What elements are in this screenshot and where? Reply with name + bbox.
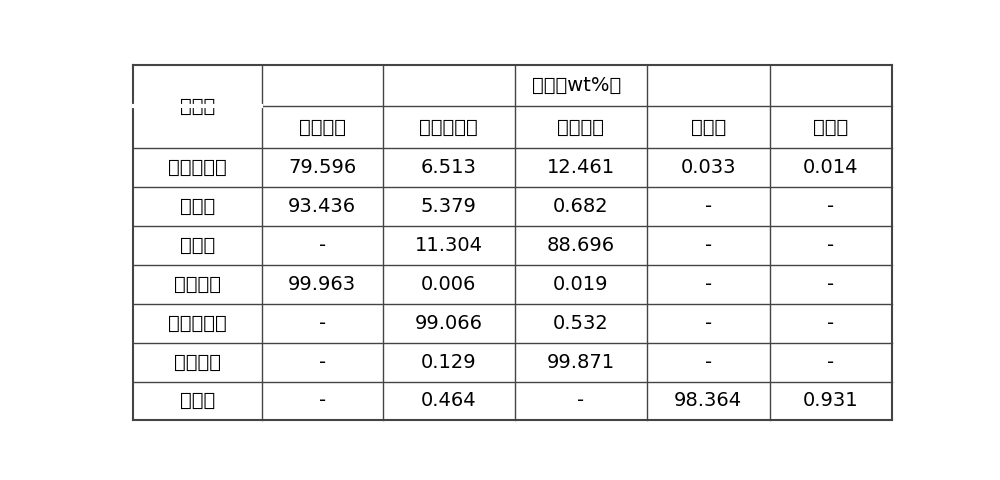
Text: 六氯丁二烯: 六氯丁二烯 bbox=[168, 314, 227, 333]
Text: 0.014: 0.014 bbox=[803, 158, 859, 177]
Text: -: - bbox=[705, 353, 712, 372]
Text: 6.513: 6.513 bbox=[421, 158, 477, 177]
Text: 副产高沸物: 副产高沸物 bbox=[168, 158, 227, 177]
Text: -: - bbox=[319, 391, 326, 410]
Text: 0.006: 0.006 bbox=[421, 275, 477, 294]
Text: 五氯苯: 五氯苯 bbox=[813, 118, 849, 137]
Text: 六氯丁二烯: 六氯丁二烯 bbox=[419, 118, 478, 137]
Text: 99.066: 99.066 bbox=[415, 314, 483, 333]
Text: 12.461: 12.461 bbox=[547, 158, 615, 177]
Text: 79.596: 79.596 bbox=[288, 158, 356, 177]
Text: 98.364: 98.364 bbox=[674, 391, 742, 410]
Text: 0.129: 0.129 bbox=[421, 353, 477, 372]
Text: -: - bbox=[705, 197, 712, 216]
Text: 0.464: 0.464 bbox=[421, 391, 477, 410]
Text: 11.304: 11.304 bbox=[415, 236, 483, 255]
Text: 含量（wt%）: 含量（wt%） bbox=[532, 76, 622, 95]
Text: -: - bbox=[577, 391, 584, 410]
Text: 93.436: 93.436 bbox=[288, 197, 356, 216]
Text: 99.963: 99.963 bbox=[288, 275, 356, 294]
Text: 0.033: 0.033 bbox=[681, 158, 736, 177]
Text: 样品名: 样品名 bbox=[180, 97, 215, 116]
Text: 六氯苯: 六氯苯 bbox=[180, 391, 215, 410]
Text: -: - bbox=[827, 236, 834, 255]
Text: 四氯乙烯: 四氯乙烯 bbox=[174, 275, 221, 294]
Text: -: - bbox=[827, 275, 834, 294]
Text: 六氯苯: 六氯苯 bbox=[691, 118, 726, 137]
Text: -: - bbox=[319, 236, 326, 255]
Text: -: - bbox=[319, 353, 326, 372]
Text: 0.532: 0.532 bbox=[553, 314, 609, 333]
Text: -: - bbox=[827, 353, 834, 372]
Text: 0.019: 0.019 bbox=[553, 275, 609, 294]
Text: 六氯乙烷: 六氯乙烷 bbox=[174, 353, 221, 372]
Text: 99.871: 99.871 bbox=[547, 353, 615, 372]
Text: 5.379: 5.379 bbox=[421, 197, 477, 216]
Text: -: - bbox=[319, 314, 326, 333]
Text: 六氯乙烷: 六氯乙烷 bbox=[557, 118, 604, 137]
Text: 轻组分: 轻组分 bbox=[180, 197, 215, 216]
Text: 重组分: 重组分 bbox=[180, 236, 215, 255]
Text: -: - bbox=[705, 236, 712, 255]
Text: 0.682: 0.682 bbox=[553, 197, 609, 216]
Text: 0.931: 0.931 bbox=[803, 391, 859, 410]
Text: -: - bbox=[827, 314, 834, 333]
Text: 88.696: 88.696 bbox=[547, 236, 615, 255]
Text: -: - bbox=[705, 314, 712, 333]
Text: -: - bbox=[827, 197, 834, 216]
Text: -: - bbox=[705, 275, 712, 294]
Text: 四氯乙烯: 四氯乙烯 bbox=[299, 118, 346, 137]
